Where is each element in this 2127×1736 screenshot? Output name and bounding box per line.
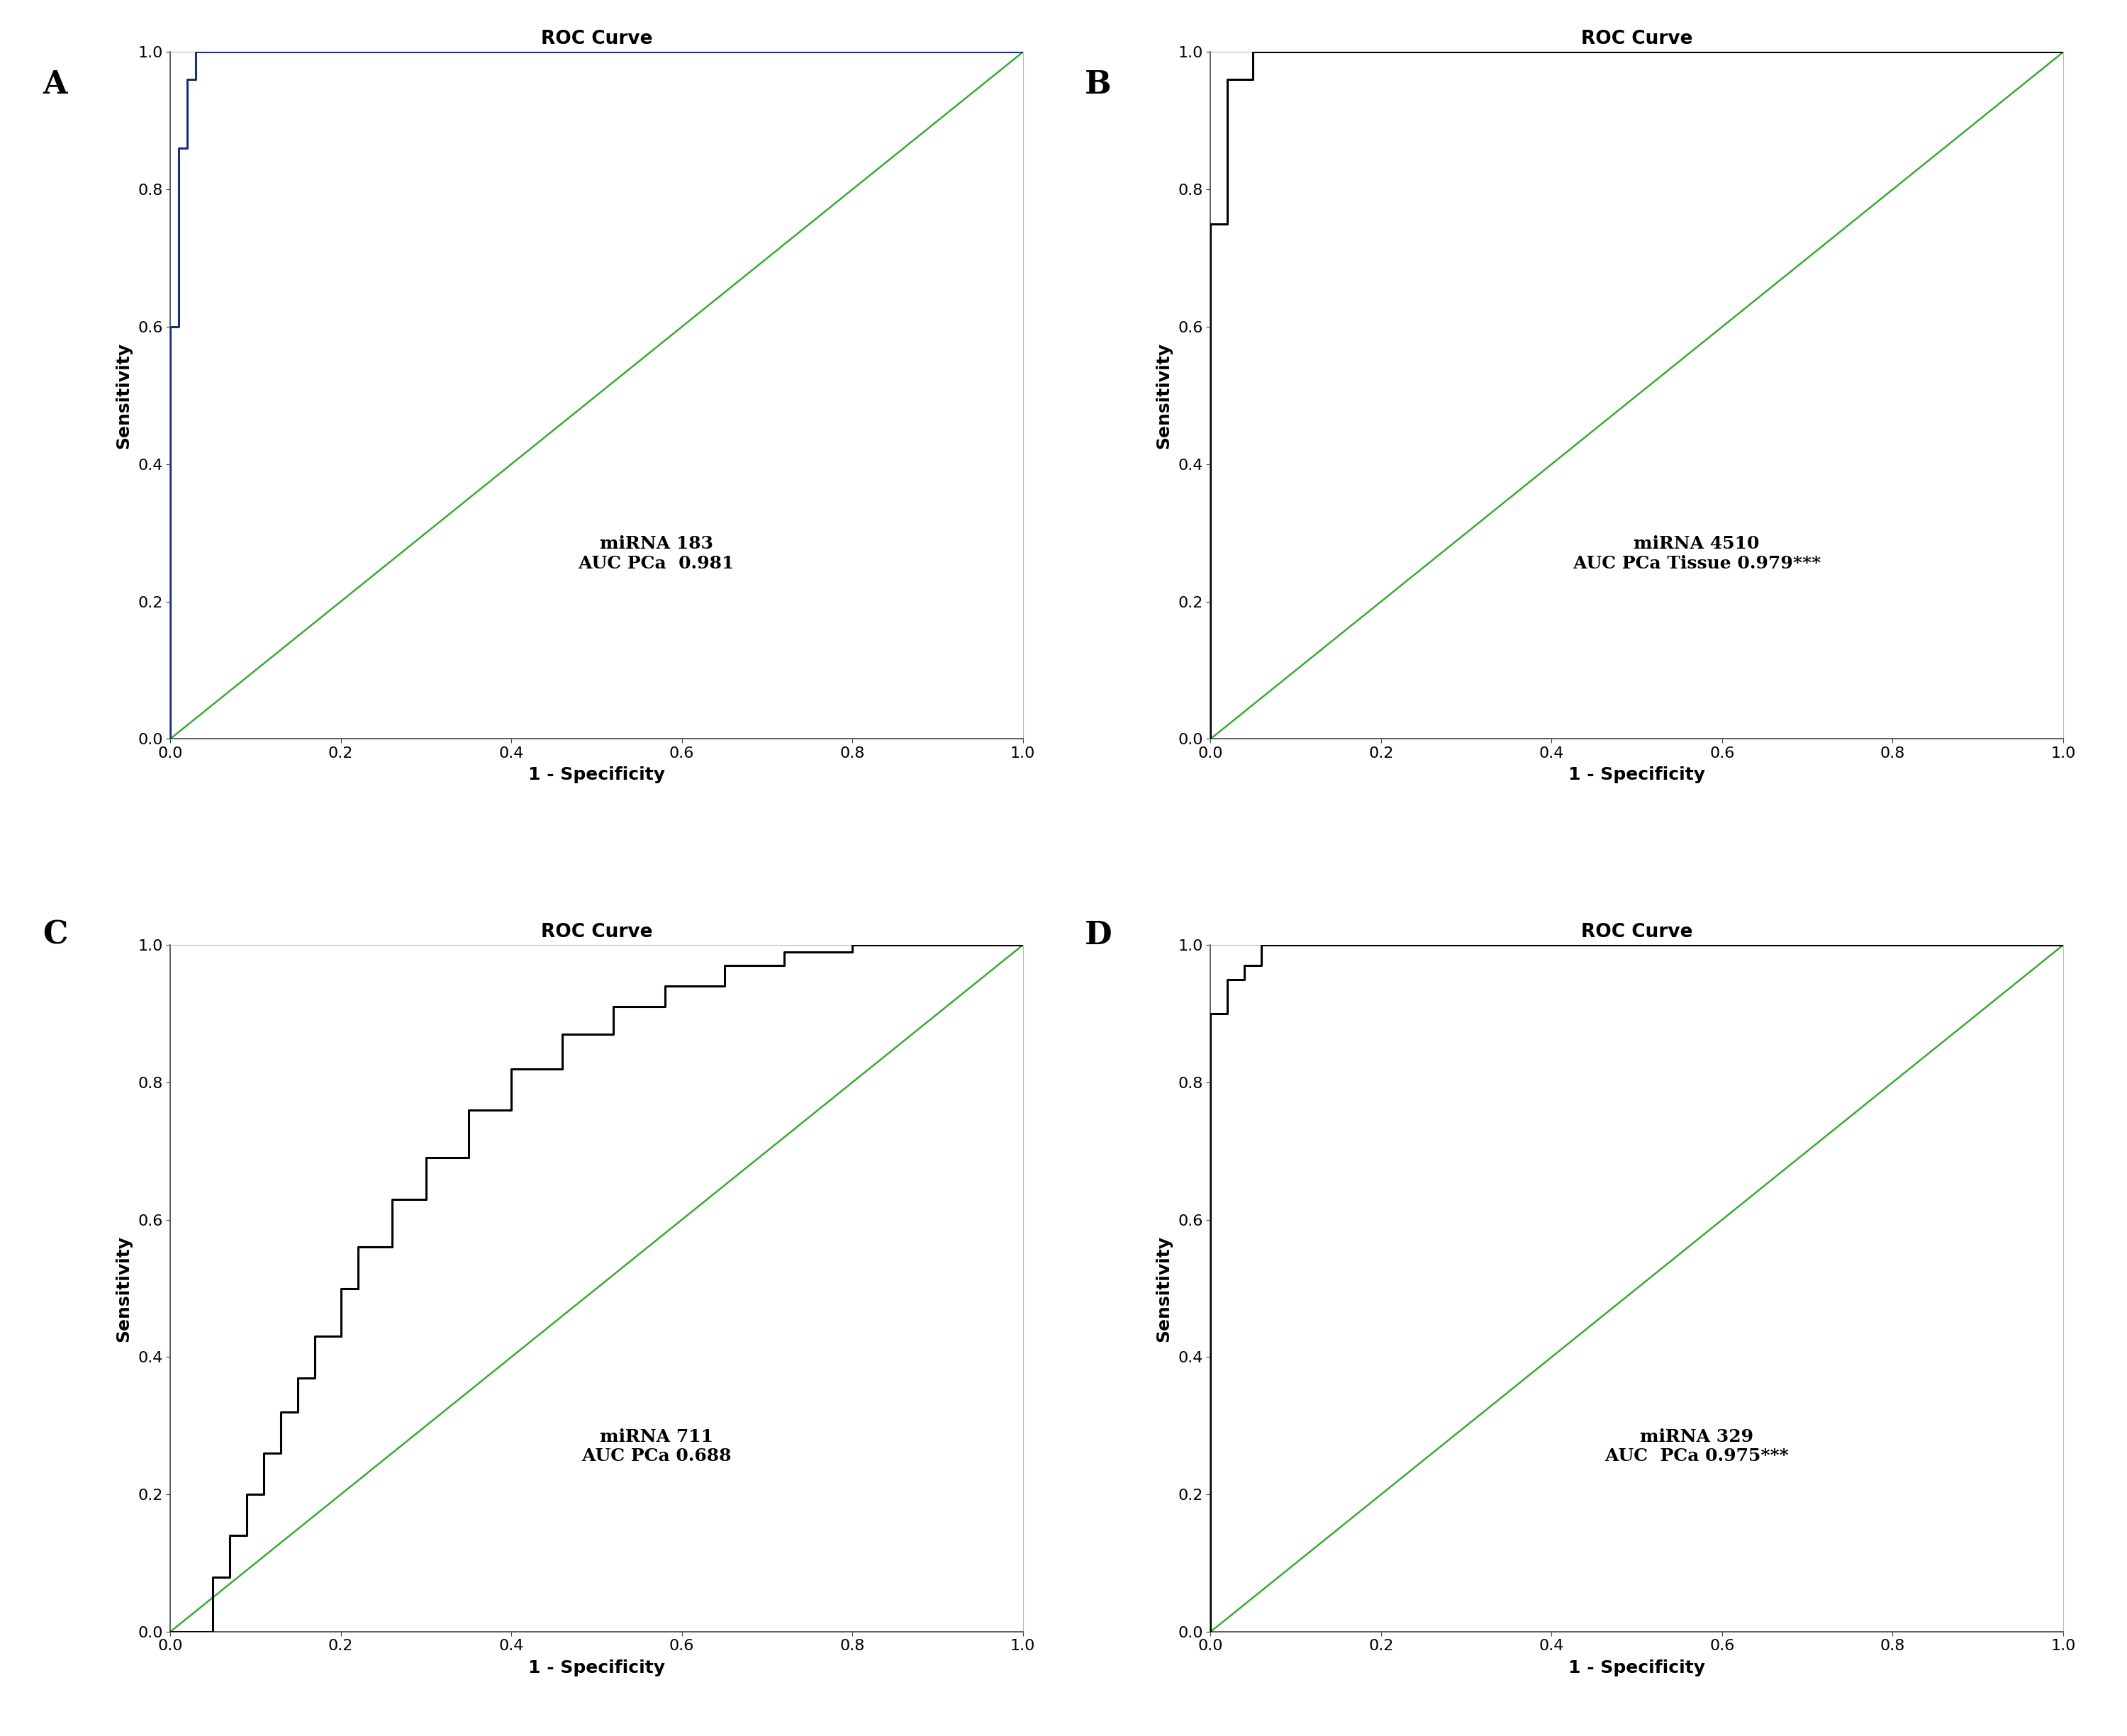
Y-axis label: Sensitivity: Sensitivity	[1155, 1236, 1172, 1342]
Text: D: D	[1085, 920, 1112, 951]
Text: miRNA 183
AUC PCa  0.981: miRNA 183 AUC PCa 0.981	[579, 535, 734, 571]
X-axis label: 1 - Specificity: 1 - Specificity	[1568, 766, 1706, 783]
Y-axis label: Sensitivity: Sensitivity	[115, 342, 132, 448]
Text: miRNA 711
AUC PCa 0.688: miRNA 711 AUC PCa 0.688	[581, 1429, 732, 1465]
X-axis label: 1 - Specificity: 1 - Specificity	[527, 1660, 666, 1677]
Title: ROC Curve: ROC Curve	[1580, 924, 1693, 941]
X-axis label: 1 - Specificity: 1 - Specificity	[527, 766, 666, 783]
Title: ROC Curve: ROC Curve	[540, 30, 653, 49]
Text: miRNA 329
AUC  PCa 0.975***: miRNA 329 AUC PCa 0.975***	[1604, 1429, 1789, 1465]
Title: ROC Curve: ROC Curve	[540, 924, 653, 941]
Y-axis label: Sensitivity: Sensitivity	[1155, 342, 1172, 448]
Text: B: B	[1085, 69, 1112, 101]
Title: ROC Curve: ROC Curve	[1580, 30, 1693, 49]
Text: C: C	[43, 920, 68, 951]
Text: miRNA 4510
AUC PCa Tissue 0.979***: miRNA 4510 AUC PCa Tissue 0.979***	[1572, 535, 1821, 571]
Text: A: A	[43, 69, 68, 101]
X-axis label: 1 - Specificity: 1 - Specificity	[1568, 1660, 1706, 1677]
Y-axis label: Sensitivity: Sensitivity	[115, 1236, 132, 1342]
